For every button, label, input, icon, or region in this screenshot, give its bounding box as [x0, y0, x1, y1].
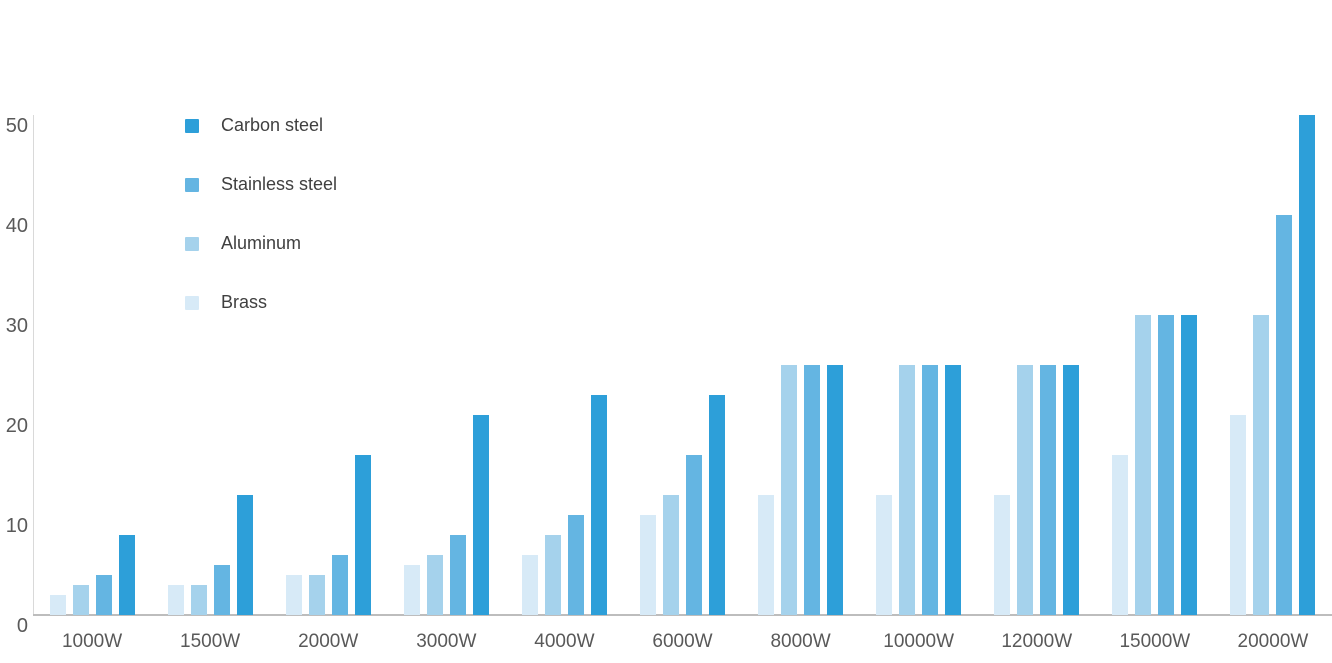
legend-item-aluminum: Aluminum — [185, 233, 337, 253]
bar-group-8000w — [742, 115, 860, 615]
legend-swatch-icon — [185, 236, 199, 251]
bar-brass-15000w — [1112, 455, 1129, 615]
bar-brass-4000w — [521, 555, 538, 615]
bar-carbon-steel-12000w — [1063, 365, 1080, 615]
legend-item-brass: Brass — [185, 292, 337, 312]
bar-stainless-steel-1500w — [213, 565, 230, 615]
x-axis-label-15000w: 15000W — [1119, 631, 1191, 652]
bar-brass-3000w — [403, 565, 420, 615]
bar-brass-6000w — [639, 515, 656, 615]
bar-group-2000w — [269, 115, 387, 615]
bar-group-6000w — [623, 115, 741, 615]
y-axis-line — [33, 115, 34, 616]
bar-brass-10000w — [876, 495, 893, 615]
x-axis-label-1000w: 1000W — [61, 631, 123, 652]
x-axis-label-1500w: 1500W — [180, 631, 241, 652]
bar-stainless-steel-20000w — [1276, 215, 1293, 615]
x-axis-label-6000w: 6000W — [652, 631, 713, 652]
bar-group-20000w — [1214, 115, 1332, 615]
bar-carbon-steel-1500w — [236, 495, 253, 615]
bar-carbon-steel-8000w — [827, 365, 844, 615]
bar-group-4000w — [505, 115, 623, 615]
bar-brass-20000w — [1230, 415, 1247, 615]
bar-brass-2000w — [285, 575, 302, 615]
bar-aluminum-1500w — [190, 585, 207, 615]
legend-item-carbon-steel: Carbon steel — [185, 115, 337, 135]
bar-carbon-steel-4000w — [590, 395, 607, 615]
bar-stainless-steel-10000w — [922, 365, 939, 615]
bar-brass-12000w — [994, 495, 1011, 615]
bar-stainless-steel-6000w — [685, 455, 702, 615]
bar-aluminum-15000w — [1135, 315, 1152, 615]
bar-brass-1000w — [49, 595, 66, 615]
y-tick-label-0: 0 — [16, 615, 28, 637]
y-tick-label-20: 20 — [5, 415, 28, 437]
bar-aluminum-1000w — [72, 585, 89, 615]
bar-group-1500w — [151, 115, 269, 615]
legend-label: Carbon steel — [221, 115, 324, 135]
bar-aluminum-20000w — [1253, 315, 1270, 615]
bar-carbon-steel-15000w — [1181, 315, 1198, 615]
bar-aluminum-12000w — [1017, 365, 1034, 615]
bar-stainless-steel-3000w — [449, 535, 466, 615]
x-axis-label-3000w: 3000W — [416, 631, 477, 652]
x-axis-baseline — [33, 614, 1332, 616]
y-tick-label-50: 50 — [5, 115, 28, 137]
x-axis-label-10000w: 10000W — [883, 631, 955, 652]
bar-brass-8000w — [758, 495, 775, 615]
bar-stainless-steel-8000w — [804, 365, 821, 615]
bar-group-15000w — [1096, 115, 1214, 615]
bar-stainless-steel-15000w — [1158, 315, 1175, 615]
bar-aluminum-6000w — [662, 495, 679, 615]
legend-swatch-icon — [185, 177, 199, 192]
legend-swatch-icon — [185, 118, 199, 133]
bar-stainless-steel-12000w — [1040, 365, 1057, 615]
bar-group-12000w — [978, 115, 1096, 615]
y-tick-label-10: 10 — [5, 515, 28, 537]
bar-carbon-steel-1000w — [118, 535, 135, 615]
bar-aluminum-10000w — [899, 365, 916, 615]
y-tick-label-30: 30 — [5, 315, 28, 337]
x-axis-label-4000w: 4000W — [534, 631, 595, 652]
bar-group-10000w — [860, 115, 978, 615]
bar-brass-1500w — [167, 585, 184, 615]
bar-group-1000w — [33, 115, 151, 615]
y-tick-label-40: 40 — [5, 215, 28, 237]
legend-swatch-icon — [185, 295, 199, 310]
bar-carbon-steel-20000w — [1299, 115, 1316, 615]
bar-stainless-steel-4000w — [567, 515, 584, 615]
bar-group-3000w — [387, 115, 505, 615]
legend: Carbon steel Stainless steel Aluminum Brass — [185, 115, 338, 353]
bar-carbon-steel-10000w — [945, 365, 962, 615]
bar-aluminum-3000w — [426, 555, 443, 615]
bar-carbon-steel-3000w — [472, 415, 489, 615]
bar-stainless-steel-1000w — [95, 575, 112, 615]
bar-stainless-steel-2000w — [331, 555, 348, 615]
bar-carbon-steel-6000w — [708, 395, 725, 615]
legend-item-stainless-steel: Stainless steel — [185, 174, 338, 194]
x-axis-label-12000w: 12000W — [1001, 631, 1073, 652]
legend-label: Stainless steel — [221, 174, 338, 194]
bar-aluminum-2000w — [308, 575, 325, 615]
legend-label: Brass — [221, 292, 268, 312]
bar-carbon-steel-2000w — [354, 455, 371, 615]
x-axis-label-20000w: 20000W — [1237, 631, 1309, 652]
bar-aluminum-4000w — [544, 535, 561, 615]
x-axis-label-2000w: 2000W — [298, 631, 359, 652]
x-axis-label-8000w: 8000W — [770, 631, 831, 652]
bar-aluminum-8000w — [781, 365, 798, 615]
legend-label: Aluminum — [221, 233, 302, 253]
